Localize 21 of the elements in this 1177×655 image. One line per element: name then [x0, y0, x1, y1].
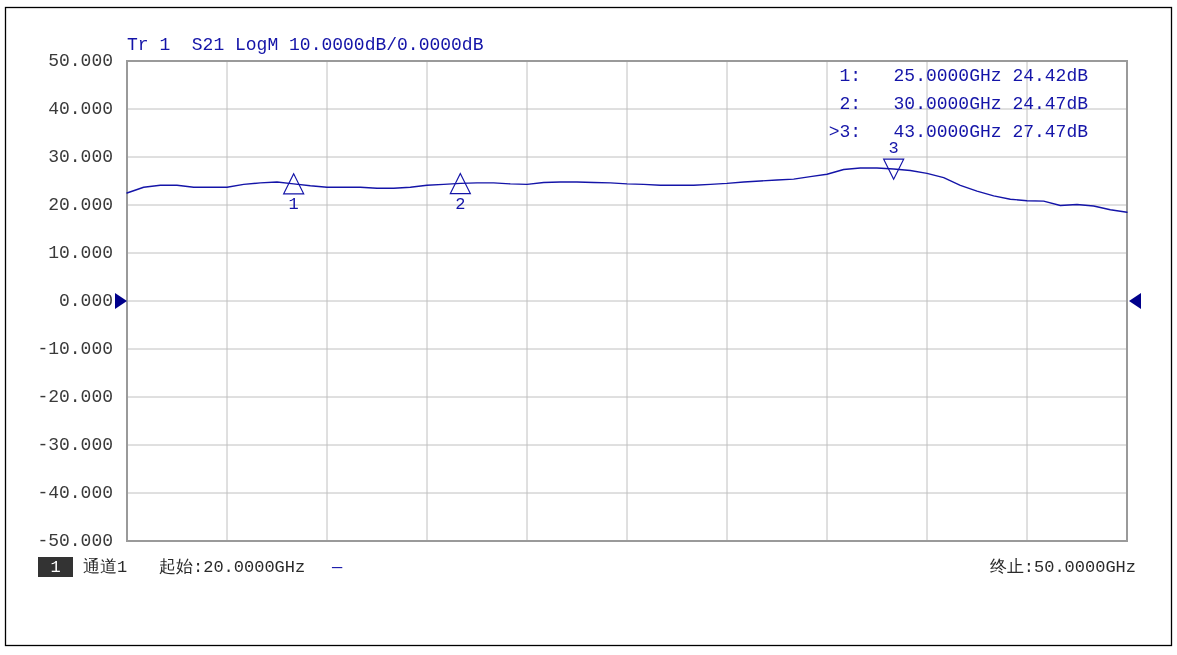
text: —	[331, 557, 343, 577]
y-tick-label: -30.000	[37, 435, 113, 455]
y-tick-label: -20.000	[37, 387, 113, 407]
series-label: 1	[288, 195, 299, 215]
y-tick-label: 50.000	[48, 51, 113, 71]
y-tick-label: -40.000	[37, 483, 113, 503]
text: 终止:50.0000GHz	[989, 557, 1136, 577]
text: 起始:20.0000GHz	[159, 557, 306, 577]
chart-title: Tr 1 S21 LogM 10.0000dB/0.0000dB	[127, 35, 484, 55]
y-tick-label: -50.000	[37, 531, 113, 551]
series-label: 2	[455, 195, 466, 215]
y-tick-label: -10.000	[37, 339, 113, 359]
text: 通道1	[83, 556, 128, 577]
y-tick-label: 10.000	[48, 243, 113, 263]
y-tick-label: 40.000	[48, 99, 113, 119]
annotation: 1: 25.0000GHz 24.42dB	[839, 66, 1089, 86]
text: 1	[50, 557, 61, 577]
y-tick-label: 30.000	[48, 147, 113, 167]
annotation: 2: 30.0000GHz 24.47dB	[839, 94, 1089, 114]
y-tick-label: 0.000	[58, 291, 113, 311]
y-tick-label: 20.000	[48, 195, 113, 215]
